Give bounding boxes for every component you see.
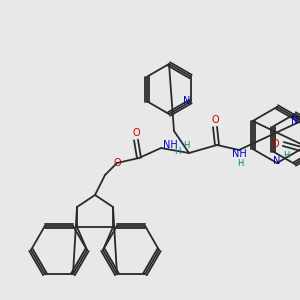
Text: NH: NH	[232, 149, 246, 159]
Text: O: O	[272, 139, 279, 149]
Text: O: O	[132, 128, 140, 138]
Text: NH: NH	[163, 140, 178, 150]
Text: H: H	[237, 160, 243, 169]
Text: O: O	[113, 158, 121, 168]
Text: H: H	[174, 148, 180, 157]
Text: O: O	[211, 115, 219, 125]
Text: N: N	[291, 116, 298, 126]
Text: H: H	[283, 151, 289, 160]
Text: N: N	[273, 156, 281, 166]
Text: H: H	[183, 140, 189, 149]
Text: N: N	[183, 97, 190, 106]
